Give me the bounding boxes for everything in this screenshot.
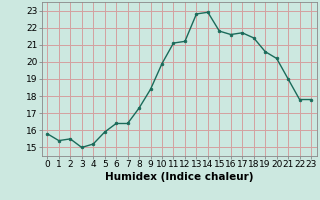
X-axis label: Humidex (Indice chaleur): Humidex (Indice chaleur) [105,172,253,182]
